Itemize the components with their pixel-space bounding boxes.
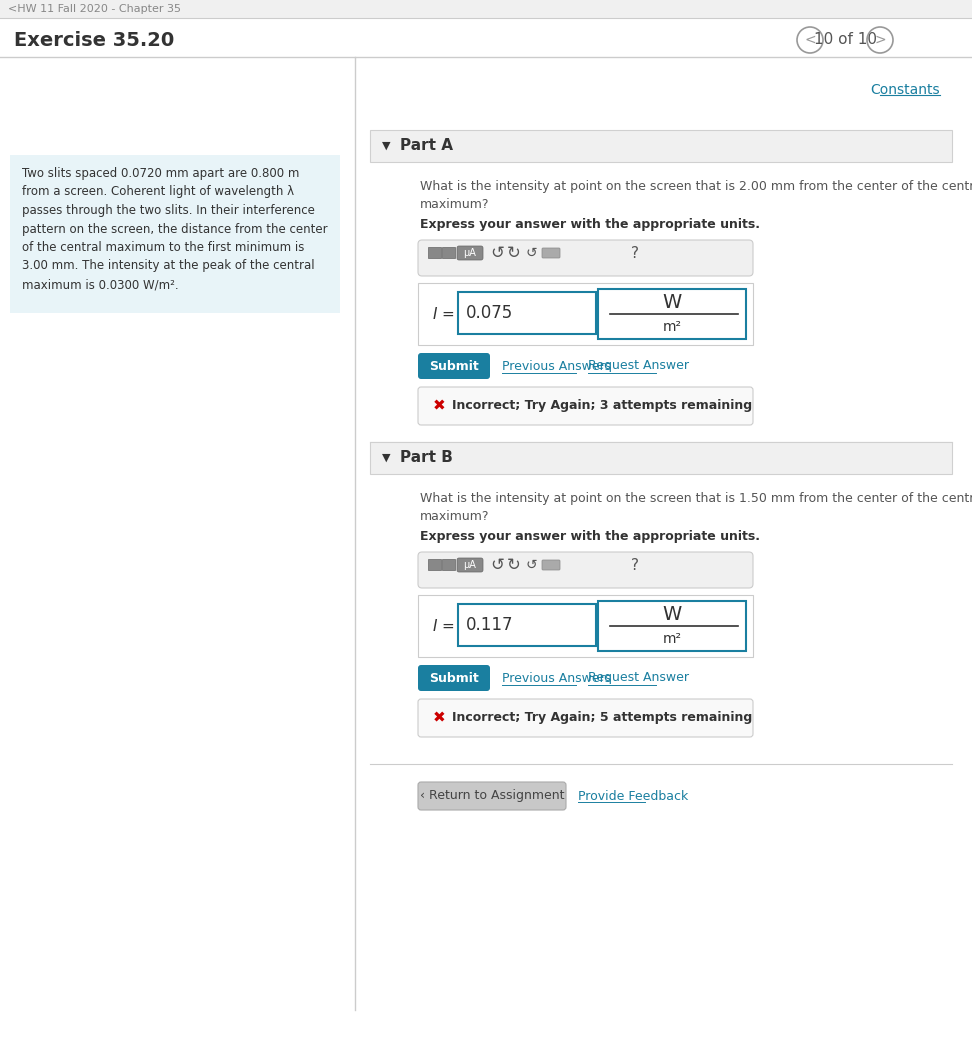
Bar — [598, 289, 746, 339]
Text: ↺: ↺ — [525, 246, 537, 260]
Text: Submit: Submit — [429, 360, 479, 372]
Text: ↺: ↺ — [490, 557, 503, 574]
Text: μA: μA — [464, 248, 476, 258]
Text: Two slits spaced 0.0720 mm apart are 0.800 m
from a screen. Coherent light of wa: Two slits spaced 0.0720 mm apart are 0.8… — [22, 167, 328, 291]
Text: ↺: ↺ — [525, 558, 537, 572]
Bar — [10, 155, 340, 313]
Text: ▼: ▼ — [382, 453, 391, 463]
Text: ✖: ✖ — [433, 710, 446, 726]
Bar — [370, 442, 952, 474]
FancyBboxPatch shape — [457, 246, 483, 260]
FancyBboxPatch shape — [418, 353, 490, 379]
Bar — [442, 559, 455, 570]
Text: What is the intensity at point on the screen that is 1.50 mm from the center of : What is the intensity at point on the sc… — [420, 492, 972, 523]
Text: 0.117: 0.117 — [466, 616, 513, 634]
Text: ✖: ✖ — [433, 399, 446, 413]
Bar — [418, 283, 753, 345]
FancyBboxPatch shape — [542, 248, 560, 258]
Text: Exercise 35.20: Exercise 35.20 — [14, 31, 174, 49]
Bar — [0, 0, 972, 18]
Text: $I$ =: $I$ = — [432, 618, 455, 634]
Text: Part A: Part A — [400, 139, 453, 154]
Text: Submit: Submit — [429, 671, 479, 685]
Bar — [418, 595, 753, 658]
Text: Provide Feedback: Provide Feedback — [578, 789, 688, 803]
Bar — [458, 604, 596, 646]
Text: Previous Answers: Previous Answers — [502, 671, 611, 685]
Text: Constants: Constants — [870, 83, 940, 97]
Text: Previous Answers: Previous Answers — [502, 360, 611, 372]
Text: ↺: ↺ — [490, 244, 503, 262]
Text: Incorrect; Try Again; 3 attempts remaining: Incorrect; Try Again; 3 attempts remaini… — [452, 400, 752, 412]
Text: ▼: ▼ — [382, 141, 391, 151]
Text: ↻: ↻ — [507, 557, 521, 574]
Text: ?: ? — [631, 558, 639, 572]
Text: ‹ Return to Assignment: ‹ Return to Assignment — [420, 789, 565, 803]
Text: >: > — [874, 33, 885, 47]
FancyBboxPatch shape — [418, 387, 753, 425]
Text: 10 of 10: 10 of 10 — [814, 33, 877, 47]
Text: $I$ =: $I$ = — [432, 306, 455, 322]
Text: μA: μA — [464, 560, 476, 570]
Text: Express your answer with the appropriate units.: Express your answer with the appropriate… — [420, 218, 760, 231]
FancyBboxPatch shape — [418, 782, 566, 810]
Bar — [428, 559, 441, 570]
Bar — [428, 247, 441, 258]
FancyBboxPatch shape — [457, 558, 483, 572]
FancyBboxPatch shape — [418, 240, 753, 276]
Bar — [370, 130, 952, 162]
Text: Incorrect; Try Again; 5 attempts remaining: Incorrect; Try Again; 5 attempts remaini… — [452, 711, 752, 725]
FancyBboxPatch shape — [542, 560, 560, 570]
Text: m²: m² — [663, 632, 681, 646]
Text: ?: ? — [631, 245, 639, 261]
Text: Request Answer: Request Answer — [588, 671, 689, 685]
Text: What is the intensity at point on the screen that is 2.00 mm from the center of : What is the intensity at point on the sc… — [420, 180, 972, 211]
FancyBboxPatch shape — [418, 552, 753, 588]
Bar — [442, 247, 455, 258]
Text: Express your answer with the appropriate units.: Express your answer with the appropriate… — [420, 530, 760, 543]
Text: <: < — [804, 33, 816, 47]
Text: 0.075: 0.075 — [466, 304, 513, 322]
Text: Request Answer: Request Answer — [588, 360, 689, 372]
Text: m²: m² — [663, 320, 681, 333]
Text: W: W — [662, 292, 681, 311]
Bar — [458, 292, 596, 333]
Text: W: W — [662, 605, 681, 624]
Bar — [598, 601, 746, 651]
Text: <HW 11 Fall 2020 - Chapter 35: <HW 11 Fall 2020 - Chapter 35 — [8, 4, 181, 14]
Text: ↻: ↻ — [507, 244, 521, 262]
FancyBboxPatch shape — [418, 665, 490, 691]
FancyBboxPatch shape — [418, 699, 753, 737]
Text: Part B: Part B — [400, 450, 453, 465]
